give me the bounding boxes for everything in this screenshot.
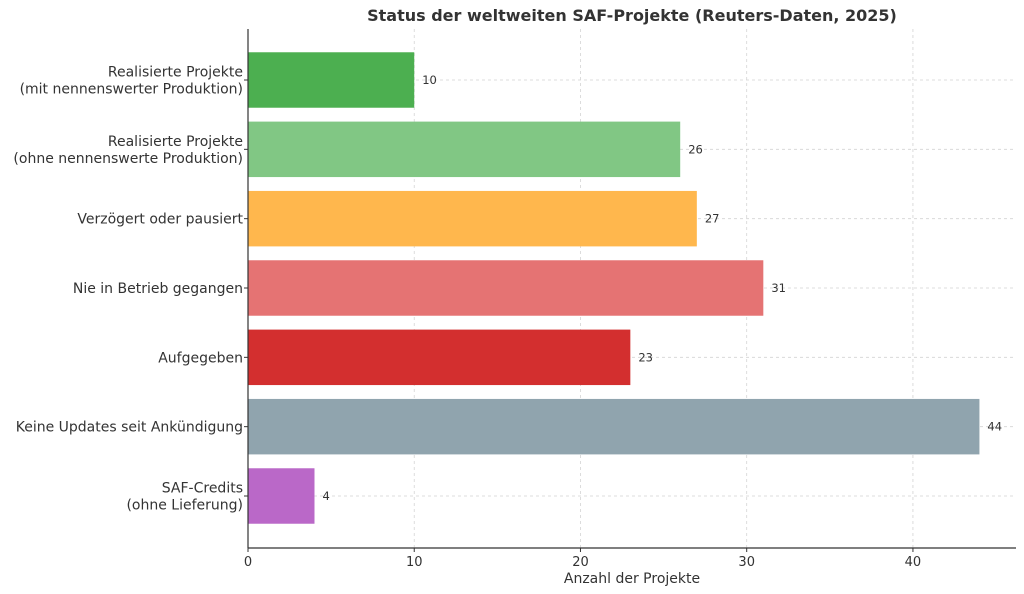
bar-value-label: 4 <box>322 489 329 503</box>
y-category-label: Nie in Betrieb gegangen <box>73 281 243 297</box>
y-category-label: Realisierte Projekte (mit nennenswerter P… <box>20 65 243 98</box>
x-axis-label: Anzahl der Projekte <box>564 571 700 587</box>
bar <box>248 398 980 455</box>
chart-title: Status der weltweiten SAF-Projekte (Reut… <box>367 6 897 25</box>
bar-value-label: 23 <box>638 350 653 364</box>
bar <box>248 260 764 316</box>
bar-value-label: 31 <box>771 281 786 295</box>
y-axis-category-labels: Realisierte Projekte (mit nennenswerter P… <box>13 65 248 514</box>
y-category-label: SAF-Credits (ohne Lieferung) <box>126 481 243 514</box>
x-axis-tick-labels: 0 10 20 30 40 <box>244 548 921 570</box>
x-tick-label: 0 <box>244 555 252 570</box>
y-category-label: Realisierte Projekte (ohne nennenswerte P… <box>13 134 243 167</box>
x-tick-label: 30 <box>738 555 755 570</box>
x-tick-label: 10 <box>406 555 423 570</box>
bar-value-label: 10 <box>422 73 437 87</box>
bar <box>248 52 415 108</box>
y-category-label: Aufgegeben <box>158 350 243 366</box>
bars-layer <box>248 52 980 524</box>
bar <box>248 468 315 524</box>
bar <box>248 190 697 247</box>
bar <box>248 329 631 386</box>
y-category-label: Keine Updates seit Ankündigung <box>16 420 243 436</box>
x-tick-label: 20 <box>572 555 589 570</box>
y-category-label: Verzögert oder pausiert <box>77 212 243 228</box>
bar <box>248 121 681 178</box>
x-tick-label: 40 <box>905 555 922 570</box>
bar-value-label: 27 <box>705 212 720 226</box>
bar-value-label: 26 <box>688 142 703 156</box>
bar-value-label: 44 <box>987 420 1002 434</box>
